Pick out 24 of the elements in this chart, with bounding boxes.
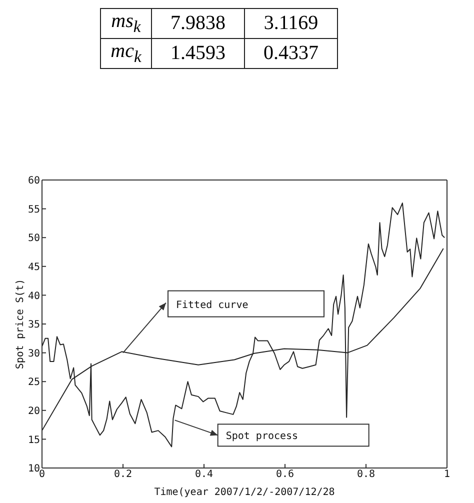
y-tick-label: 45: [28, 262, 40, 273]
y-tick-label: 25: [28, 377, 40, 388]
x-tick-label: 0.6: [276, 469, 294, 480]
annotation: Fitted curve: [176, 300, 248, 311]
y-tick-label: 30: [28, 348, 40, 360]
line-series: [42, 202, 446, 448]
x-tick-label: 0.8: [356, 469, 376, 480]
x-tick-label: 0: [38, 469, 46, 480]
y-tick-label: 60: [28, 176, 40, 187]
y-axis-title: Spot price S(t): [15, 278, 26, 370]
y-tick-label: 40: [28, 290, 40, 302]
y-tick-label: 50: [28, 233, 40, 244]
y-tick-label: 55: [28, 204, 40, 216]
y-tick-label: 20: [28, 406, 40, 417]
text: mc$_{k}$ 1.4593 0.4337: [110, 40, 318, 66]
x-axis-title: Time(year 2007/1/2/-2007/12/28: [154, 487, 335, 498]
x-tick-label: 0.4: [194, 469, 214, 480]
y-tick-label: 15: [28, 434, 40, 446]
annotation: Spot process: [226, 431, 298, 442]
y-tick-label: 35: [28, 320, 40, 331]
x-tick-label: 0.2: [114, 469, 132, 480]
text: ms$_{k}$ 7.9838 3.1169: [111, 10, 318, 36]
x-tick-label: 1: [444, 469, 450, 480]
y-tick-label: 10: [28, 464, 40, 475]
